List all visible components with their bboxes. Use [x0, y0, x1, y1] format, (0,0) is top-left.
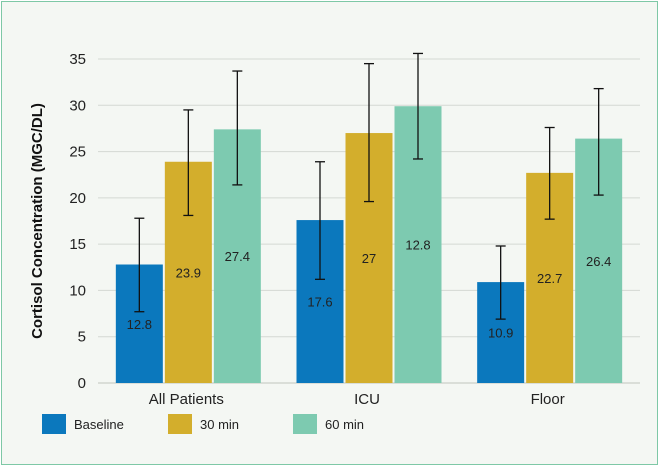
bar-data-label: 12.8	[127, 317, 152, 332]
x-axis-categories: All Patients ICU Floor	[149, 391, 565, 408]
bar-data-label: 10.9	[488, 326, 513, 341]
bar-data-label: 22.7	[537, 271, 562, 286]
bars	[115, 106, 623, 383]
x-category-label: All Patients	[149, 391, 224, 408]
x-category-label: Floor	[531, 391, 565, 408]
legend-label: 30 min	[200, 417, 239, 432]
y-tick-label: 5	[78, 329, 86, 346]
legend-swatch-30-min	[168, 414, 192, 434]
y-tick-label: 0	[78, 375, 86, 392]
y-tick-label: 35	[69, 51, 86, 68]
bar-data-label: 27	[362, 251, 376, 266]
y-axis-ticks: 0 5 10 15 20 25 30 35	[69, 51, 86, 392]
legend-label: 60 min	[325, 417, 364, 432]
y-axis-label: Cortisol Concentration (MGC/DL)	[29, 103, 46, 339]
bar-data-label: 23.9	[176, 265, 201, 280]
y-tick-label: 30	[69, 97, 86, 114]
bar-data-label: 17.6	[307, 295, 332, 310]
bar-data-label: 26.4	[586, 254, 611, 269]
y-tick-label: 25	[69, 144, 86, 161]
y-tick-label: 10	[69, 282, 86, 299]
y-tick-label: 20	[69, 190, 86, 207]
legend-swatch-60-min	[293, 414, 317, 434]
legend-swatch-baseline	[42, 414, 66, 434]
y-tick-label: 15	[69, 236, 86, 253]
legend: Baseline 30 min 60 min	[42, 414, 364, 434]
bar-data-label: 12.8	[405, 238, 430, 253]
bar-data-label: 27.4	[225, 249, 250, 264]
bar-data-labels: 12.8 23.9 27.4 17.6 27 12.8 10.9 22.7 26.4	[127, 238, 612, 341]
legend-label: Baseline	[74, 417, 124, 432]
error-bars	[134, 52, 604, 320]
x-category-label: ICU	[354, 391, 380, 408]
